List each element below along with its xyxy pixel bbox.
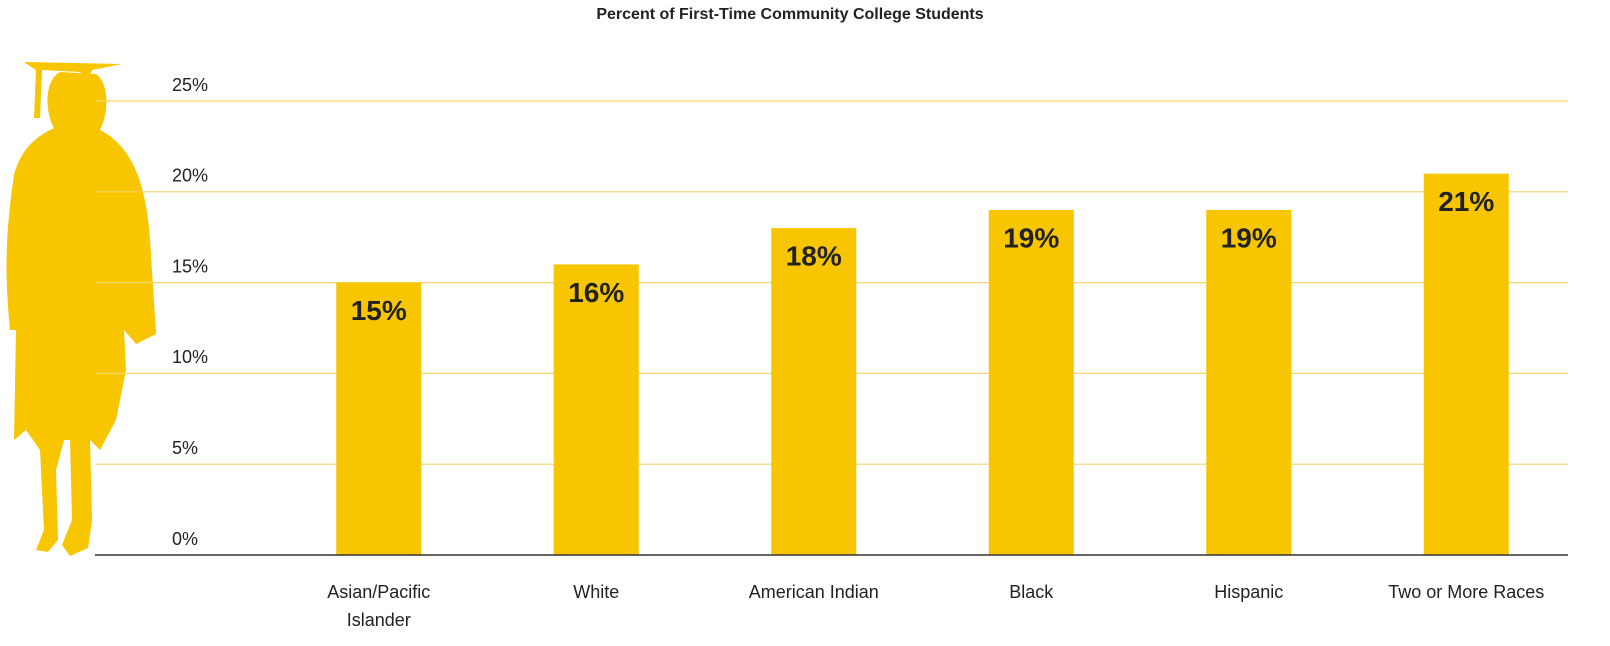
data-label: 19% [1003,222,1059,253]
bar [1206,209,1292,555]
y-tick-label: 20% [172,166,208,186]
x-tick-label: Black [1009,582,1054,602]
x-tick-label: American Indian [748,582,879,602]
x-tick-label: Hispanic [1214,582,1284,602]
data-label: 16% [568,277,624,308]
data-label: 19% [1221,222,1277,253]
y-tick-label: 15% [172,256,208,276]
bar [1423,173,1509,555]
data-label: 18% [786,241,842,272]
bar [771,228,857,555]
y-tick-label: 5% [172,438,198,458]
x-tick-label: White [573,582,620,602]
chart-title: Percent of First-Time Community College … [596,6,983,23]
bar [336,282,422,555]
bar [988,209,1074,555]
bar [553,264,639,555]
data-label: 15% [351,295,407,326]
y-tick-label: 0% [172,529,198,549]
x-tick-label: Asian/Pacific Islander [327,582,431,630]
x-tick-label: Two or More Races [1388,582,1545,602]
graduate-silhouette [6,62,156,556]
data-label: 21% [1438,186,1494,217]
y-tick-label: 10% [172,347,208,367]
y-tick-label: 25% [172,75,208,95]
